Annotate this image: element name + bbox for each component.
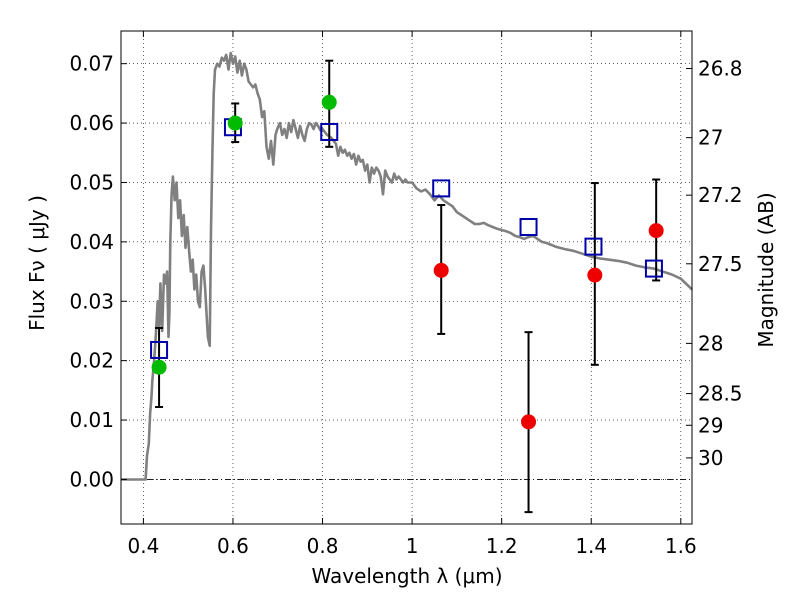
photometry-dot [587, 267, 603, 283]
x-tick-label: 1.4 [575, 534, 607, 558]
y-tick-label: 0.02 [69, 349, 114, 373]
x-tick-label: 1 [406, 534, 419, 558]
observed-photometry-dots [151, 94, 664, 430]
x-tick-label: 0.6 [217, 534, 249, 558]
x-axis-label: Wavelength λ (μm) [311, 564, 502, 588]
model-square-marker [150, 340, 169, 359]
magnitude-tick-label: 27.2 [698, 183, 743, 207]
y-axis-ticks: 0.00 0.01 0.02 0.03 0.04 0.05 0.06 0.07 [69, 52, 127, 491]
magnitude-tick-label: 29 [698, 413, 723, 437]
model-spectrum [121, 51, 693, 481]
photometry-dot [321, 94, 337, 110]
y-tick-label: 0.04 [69, 230, 114, 254]
magnitude-axis-label: Magnitude (AB) [754, 192, 778, 347]
model-square-marker [320, 122, 339, 141]
y-axis-label: Flux Fν ( μJy ) [25, 195, 49, 331]
magnitude-axis-ticks: 26.8 27 27.2 27.5 28 28.5 29 30 [686, 57, 743, 470]
magnitude-tick-label: 28.5 [698, 382, 743, 406]
photometry-dot [227, 115, 243, 131]
y-tick-label: 0.00 [69, 467, 114, 491]
model-square-marker [584, 237, 603, 256]
model-square-marker [644, 259, 663, 278]
x-tick-label: 1.6 [665, 534, 697, 558]
x-tick-label: 0.8 [307, 534, 339, 558]
model-square-marker [519, 218, 538, 237]
y-tick-label: 0.06 [69, 111, 114, 135]
magnitude-tick-label: 28 [698, 331, 723, 355]
magnitude-tick-label: 30 [698, 446, 723, 470]
x-tick-label: 1.2 [486, 534, 518, 558]
photometry-dot [521, 414, 537, 430]
x-axis-ticks: 0.4 0.6 0.8 1 1.2 1.4 1.6 [127, 31, 697, 558]
magnitude-tick-label: 27.5 [698, 252, 743, 276]
photometry-dot [151, 359, 167, 375]
model-square-marker [432, 179, 451, 198]
magnitude-tick-label: 26.8 [698, 57, 743, 81]
plot-frame [120, 30, 693, 525]
photometry-dot [433, 262, 449, 278]
magnitude-tick-label: 27 [698, 126, 723, 150]
spectrum-line [121, 51, 693, 481]
y-tick-label: 0.07 [69, 52, 114, 76]
y-tick-label: 0.01 [69, 408, 114, 432]
x-tick-label: 0.4 [127, 534, 159, 558]
y-tick-label: 0.03 [69, 289, 114, 313]
y-tick-label: 0.05 [69, 170, 114, 194]
model-photometry-squares [150, 118, 663, 359]
photometry-dot [648, 223, 664, 239]
grid-lines [121, 31, 692, 524]
